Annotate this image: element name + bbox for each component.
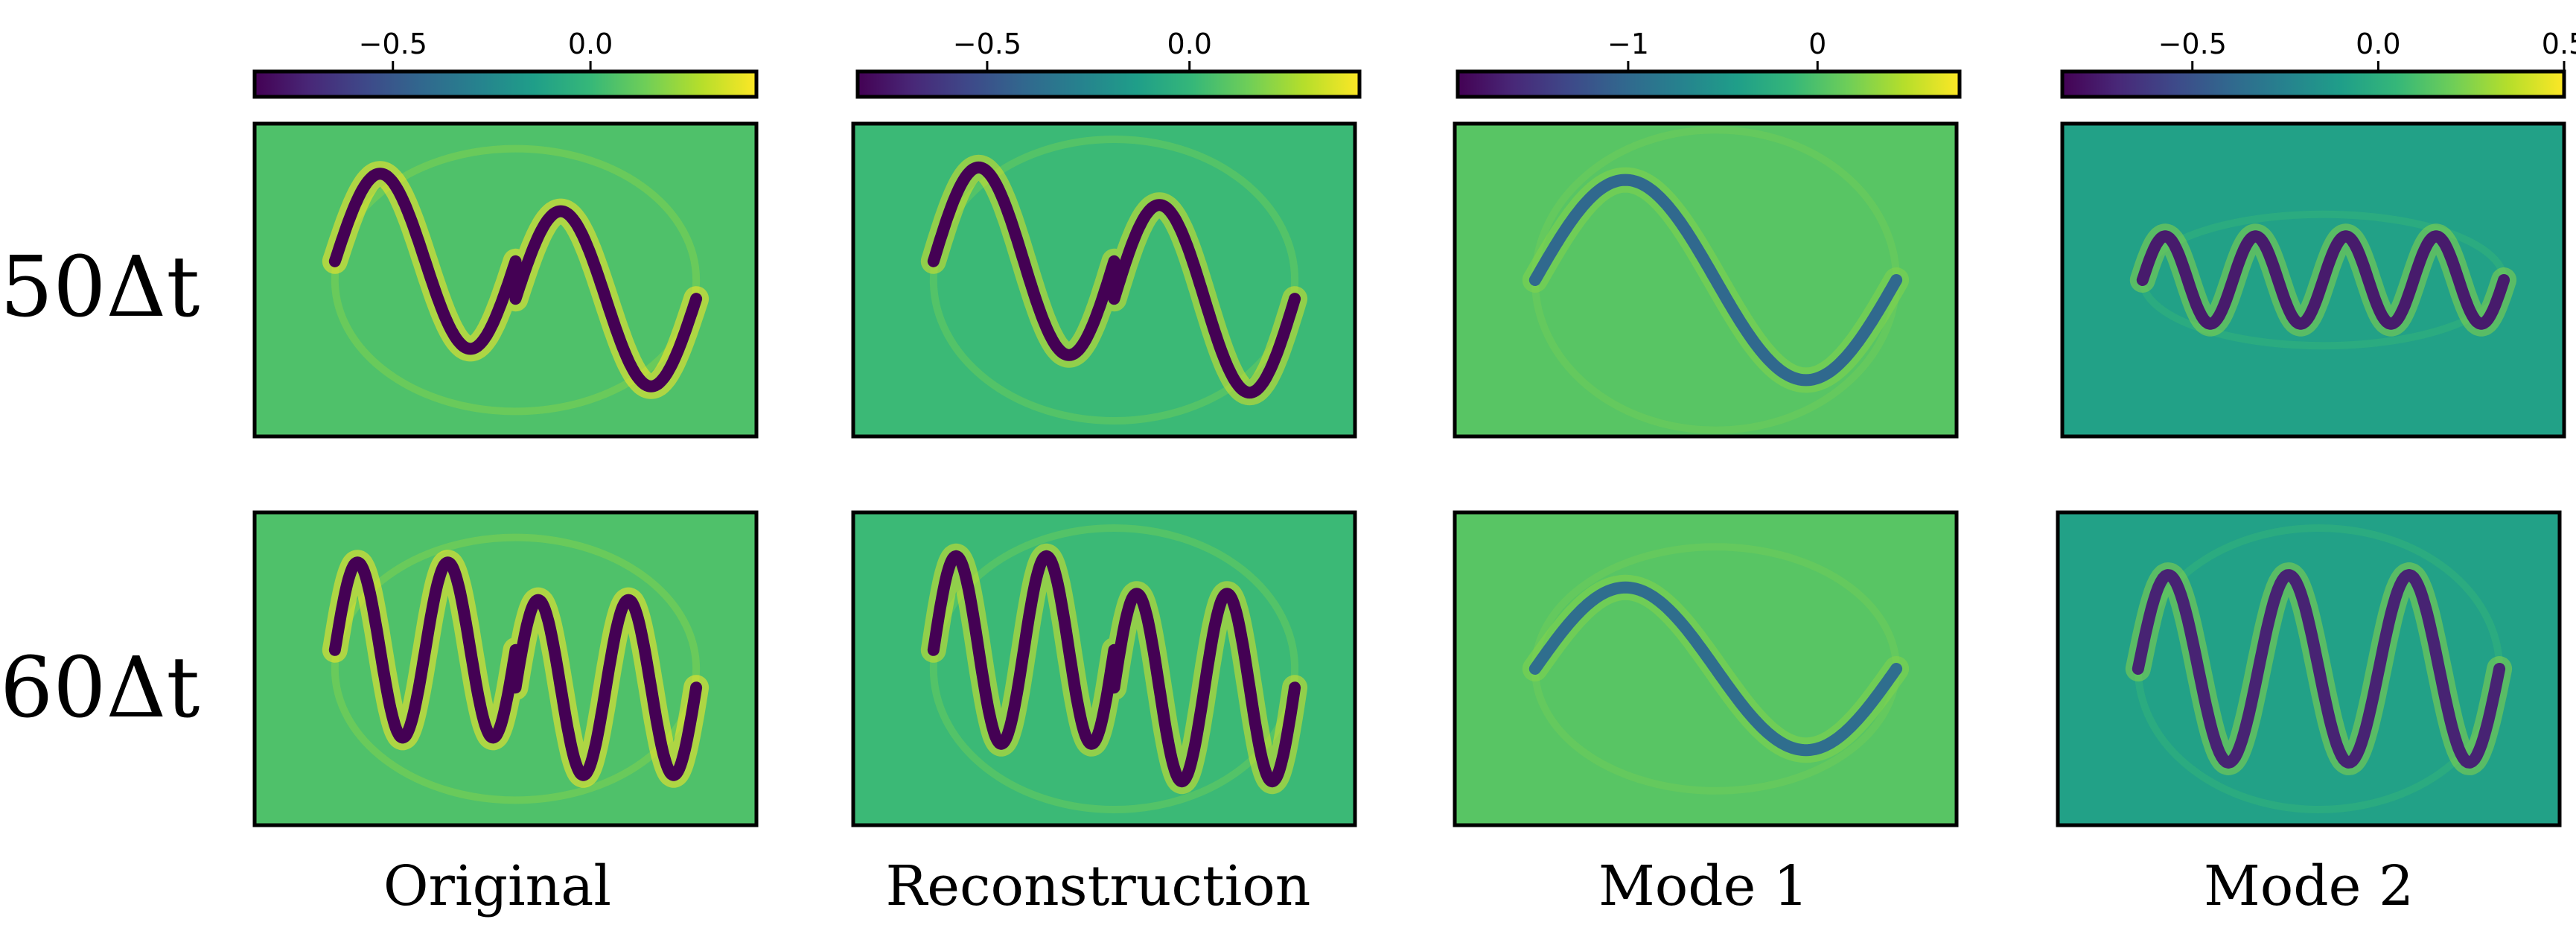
wave-trace [1528,174,1903,387]
colorbar-frame-mode-1 [1456,69,1962,99]
ghost-envelope [331,144,701,416]
colorbar-tick-label-mode-2: 0.0 [2356,28,2400,60]
panel-frame [252,510,759,827]
wave-trace [328,168,703,392]
wave-trace [328,556,703,781]
row-label-60dt: 60Δt [0,640,200,737]
panel-frame [2056,510,2562,827]
column-label-original: Original [383,854,611,918]
panel-frame [851,121,1357,439]
colorbar-tick-label-mode-2: 0.5 [2542,28,2576,60]
colorbar-frame-mode-2 [2060,69,2566,99]
colorbar-mode-2 [2062,71,2564,97]
panel-frame [1453,121,1959,439]
heatmap-reconstruction-row-2 [853,512,1355,825]
column-label-mode-1: Mode 1 [1598,854,1808,918]
heatmap-reconstruction-row-1 [853,124,1355,436]
heatmap-mode-2-row-1 [2062,124,2564,436]
colorbar-frame-reconstruction [855,69,1362,99]
panel-frame [851,510,1357,827]
ghost-envelope [929,136,1299,425]
heatmap-mode-2-row-2 [2058,512,2560,825]
wave-trace [2132,569,2506,769]
panel-frame [2060,121,2566,439]
ghost-envelope [331,533,701,804]
heatmap-original-row-1 [255,124,756,436]
wave-trace [927,161,1301,399]
wave-trace [927,550,1301,788]
colorbar-mode-1 [1458,71,1960,97]
row-label-50dt: 50Δt [0,239,200,336]
wave-trace [2136,230,2510,330]
colorbar-tick-label-reconstruction: 0.0 [1167,28,1211,60]
panel-frame [1453,510,1959,827]
colorbar-tick-label-original: 0.0 [568,28,613,60]
colorbar-original [255,71,756,97]
colorbar-tick-label-mode-1: 0 [1808,28,1826,60]
heatmap-mode-1-row-1 [1455,124,1957,436]
column-label-mode-2: Mode 2 [2204,854,2414,918]
colorbar-tick-label-reconstruction: −0.5 [953,28,1021,60]
colorbar-reconstruction [858,71,1359,97]
wave-trace [1528,581,1903,757]
heatmap-mode-1-row-2 [1455,512,1957,825]
colorbar-tick-label-mode-1: −1 [1607,28,1649,60]
colorbar-frame-original [252,69,759,99]
heatmap-panels: −0.5 0.0 −0.5 0.0 −1 0 −0.5 0.0 0.5 [252,28,2576,827]
panel-frame [252,121,759,439]
colorbar-tick-label-mode-2: −0.5 [2158,28,2227,60]
heatmap-original-row-2 [255,512,756,825]
colorbar-tick-label-original: −0.5 [359,28,427,60]
ghost-envelope [929,524,1299,813]
column-label-reconstruction: Reconstruction [886,854,1311,918]
